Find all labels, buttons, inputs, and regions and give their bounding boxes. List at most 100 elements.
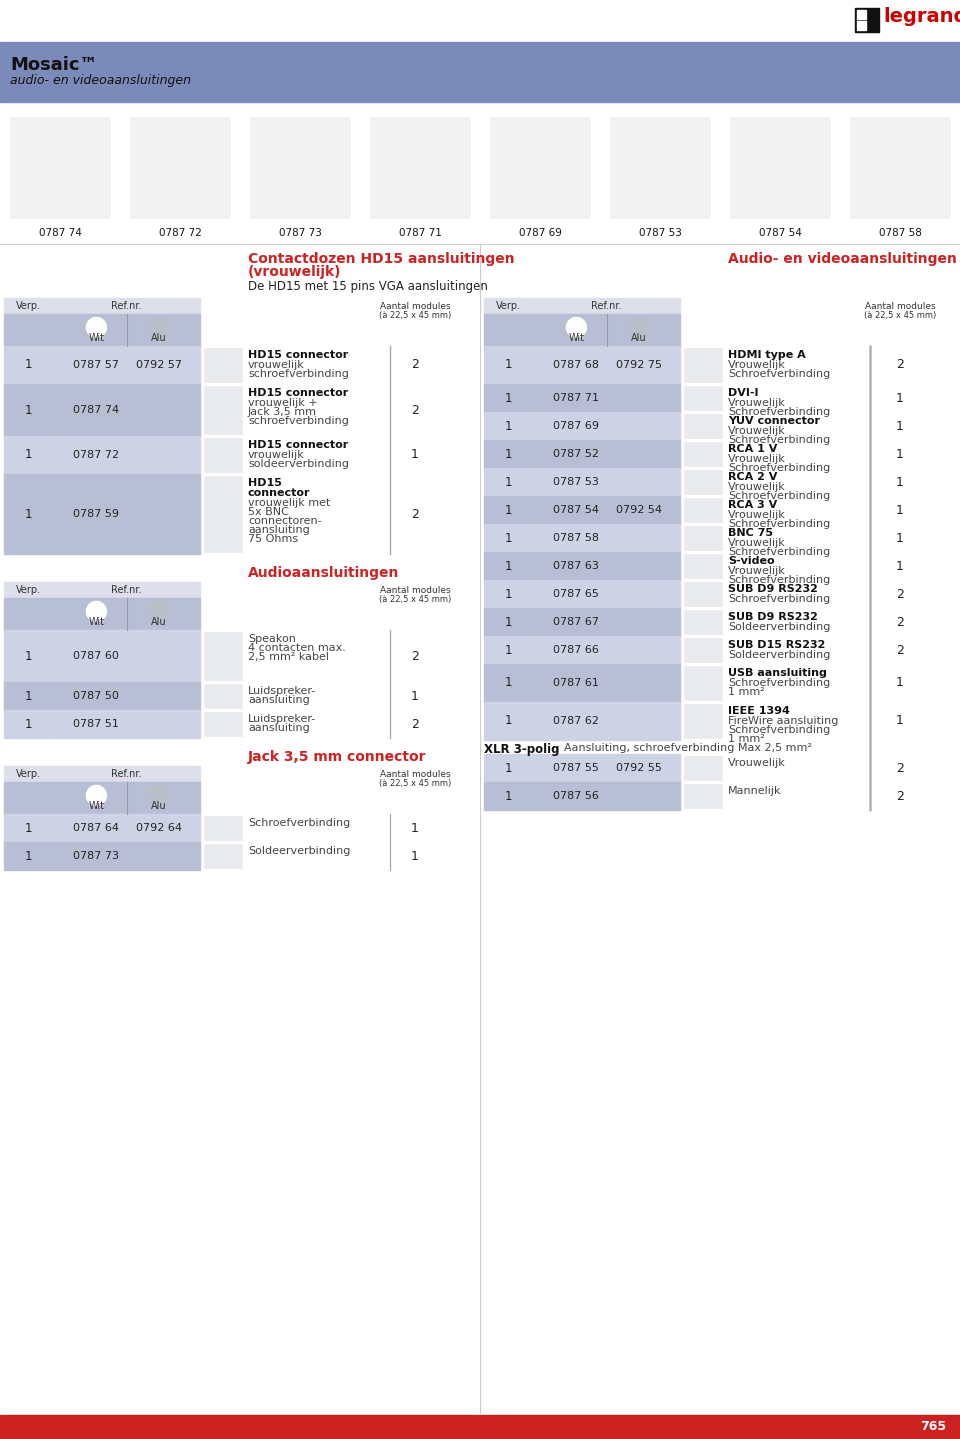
Text: 1: 1 — [24, 849, 32, 862]
Text: Schroefverbinding: Schroefverbinding — [728, 678, 830, 688]
Text: Verp.: Verp. — [15, 768, 40, 778]
Text: Ref.nr.: Ref.nr. — [110, 586, 141, 594]
Text: DVI-I: DVI-I — [728, 389, 758, 399]
Bar — [850, 117, 950, 217]
Circle shape — [566, 318, 587, 337]
Text: 5x BNC: 5x BNC — [248, 507, 289, 517]
Bar — [52, 814, 200, 842]
Text: 0787 67: 0787 67 — [553, 617, 599, 627]
Text: 0787 72: 0787 72 — [158, 227, 202, 237]
Bar — [532, 781, 680, 810]
Bar — [204, 437, 242, 472]
Text: Schroefverbinding: Schroefverbinding — [728, 368, 830, 378]
Text: XLR 3-polig: XLR 3-polig — [484, 743, 560, 755]
Text: 1: 1 — [504, 715, 512, 728]
Text: 1: 1 — [504, 420, 512, 433]
Text: 1: 1 — [896, 475, 904, 488]
Bar — [52, 630, 200, 682]
Text: 2: 2 — [896, 587, 904, 600]
Text: (à 22,5 x 45 mm): (à 22,5 x 45 mm) — [379, 778, 451, 789]
Text: 1: 1 — [504, 531, 512, 544]
Text: FireWire aansluiting: FireWire aansluiting — [728, 717, 838, 727]
Text: 0787 61: 0787 61 — [554, 678, 599, 688]
Text: schroefverbinding: schroefverbinding — [248, 368, 348, 378]
Bar — [532, 412, 680, 440]
Bar — [204, 386, 242, 435]
Bar — [4, 630, 52, 682]
Text: 0792 55: 0792 55 — [615, 763, 661, 773]
Text: Schroefverbinding: Schroefverbinding — [728, 519, 830, 530]
Text: Schroefverbinding: Schroefverbinding — [728, 576, 830, 586]
Text: Verp.: Verp. — [495, 301, 520, 311]
Text: 1: 1 — [504, 761, 512, 774]
Text: Schroefverbinding: Schroefverbinding — [728, 725, 830, 735]
Text: 0787 56: 0787 56 — [554, 791, 599, 802]
Bar — [4, 682, 52, 709]
Text: Schroefverbinding: Schroefverbinding — [728, 463, 830, 473]
Text: 0787 74: 0787 74 — [38, 227, 82, 237]
Text: RCA 2 V: RCA 2 V — [728, 472, 778, 482]
Text: 0787 73: 0787 73 — [73, 850, 119, 861]
Circle shape — [86, 318, 107, 337]
Bar — [857, 22, 866, 30]
Bar — [52, 473, 200, 554]
Text: 1: 1 — [504, 560, 512, 573]
Bar — [484, 524, 532, 553]
Bar — [484, 663, 532, 702]
Bar — [4, 599, 200, 630]
Bar — [684, 637, 722, 662]
Text: Vrouwelijk: Vrouwelijk — [728, 426, 785, 436]
Text: Vrouwelijk: Vrouwelijk — [728, 360, 785, 370]
Bar — [4, 473, 52, 554]
Text: 1: 1 — [896, 560, 904, 573]
Text: Luidspreker-: Luidspreker- — [248, 714, 316, 724]
Text: 0792 57: 0792 57 — [135, 360, 181, 370]
Text: Luidspreker-: Luidspreker- — [248, 686, 316, 696]
Bar — [4, 384, 52, 436]
Text: 0787 54: 0787 54 — [553, 505, 599, 515]
Text: 0787 57: 0787 57 — [73, 360, 119, 370]
Text: Vrouwelijk: Vrouwelijk — [728, 453, 785, 463]
Text: 1: 1 — [411, 689, 419, 702]
Text: 0787 72: 0787 72 — [73, 450, 119, 460]
Bar — [52, 682, 200, 709]
Bar — [684, 471, 722, 494]
Bar — [532, 440, 680, 468]
Text: Schroefverbinding: Schroefverbinding — [728, 435, 830, 445]
Text: 2: 2 — [896, 358, 904, 371]
Text: (vrouwelijk): (vrouwelijk) — [248, 265, 342, 279]
Text: connector: connector — [248, 488, 310, 498]
Text: 1: 1 — [411, 449, 419, 462]
Bar — [204, 816, 242, 840]
Text: Schroefverbinding: Schroefverbinding — [728, 594, 830, 604]
Bar — [684, 755, 722, 780]
Bar — [484, 345, 532, 384]
Text: 0787 62: 0787 62 — [553, 717, 599, 727]
Bar — [4, 781, 200, 814]
Text: HD15 connector: HD15 connector — [248, 440, 348, 450]
Text: Audio- en videoaansluitingen: Audio- en videoaansluitingen — [728, 252, 957, 266]
Text: 0787 52: 0787 52 — [553, 449, 599, 459]
Bar — [484, 609, 532, 636]
Bar — [532, 553, 680, 580]
Text: 1: 1 — [24, 508, 32, 521]
Bar — [484, 412, 532, 440]
Bar — [4, 298, 200, 314]
Text: 1: 1 — [24, 689, 32, 702]
Bar — [4, 581, 200, 599]
Text: vrouwelijk +: vrouwelijk + — [248, 399, 318, 409]
Text: aansluiting: aansluiting — [248, 695, 310, 705]
Bar — [532, 384, 680, 412]
Bar — [868, 22, 877, 30]
Bar — [130, 117, 230, 217]
Bar — [532, 754, 680, 781]
Bar — [532, 524, 680, 553]
Bar — [52, 384, 200, 436]
Bar — [730, 117, 830, 217]
Text: Ref.nr.: Ref.nr. — [590, 301, 621, 311]
Bar — [532, 345, 680, 384]
Text: Alu: Alu — [151, 617, 166, 627]
Text: 1: 1 — [504, 587, 512, 600]
Text: schroefverbinding: schroefverbinding — [248, 416, 348, 426]
Text: 0792 75: 0792 75 — [615, 360, 661, 370]
